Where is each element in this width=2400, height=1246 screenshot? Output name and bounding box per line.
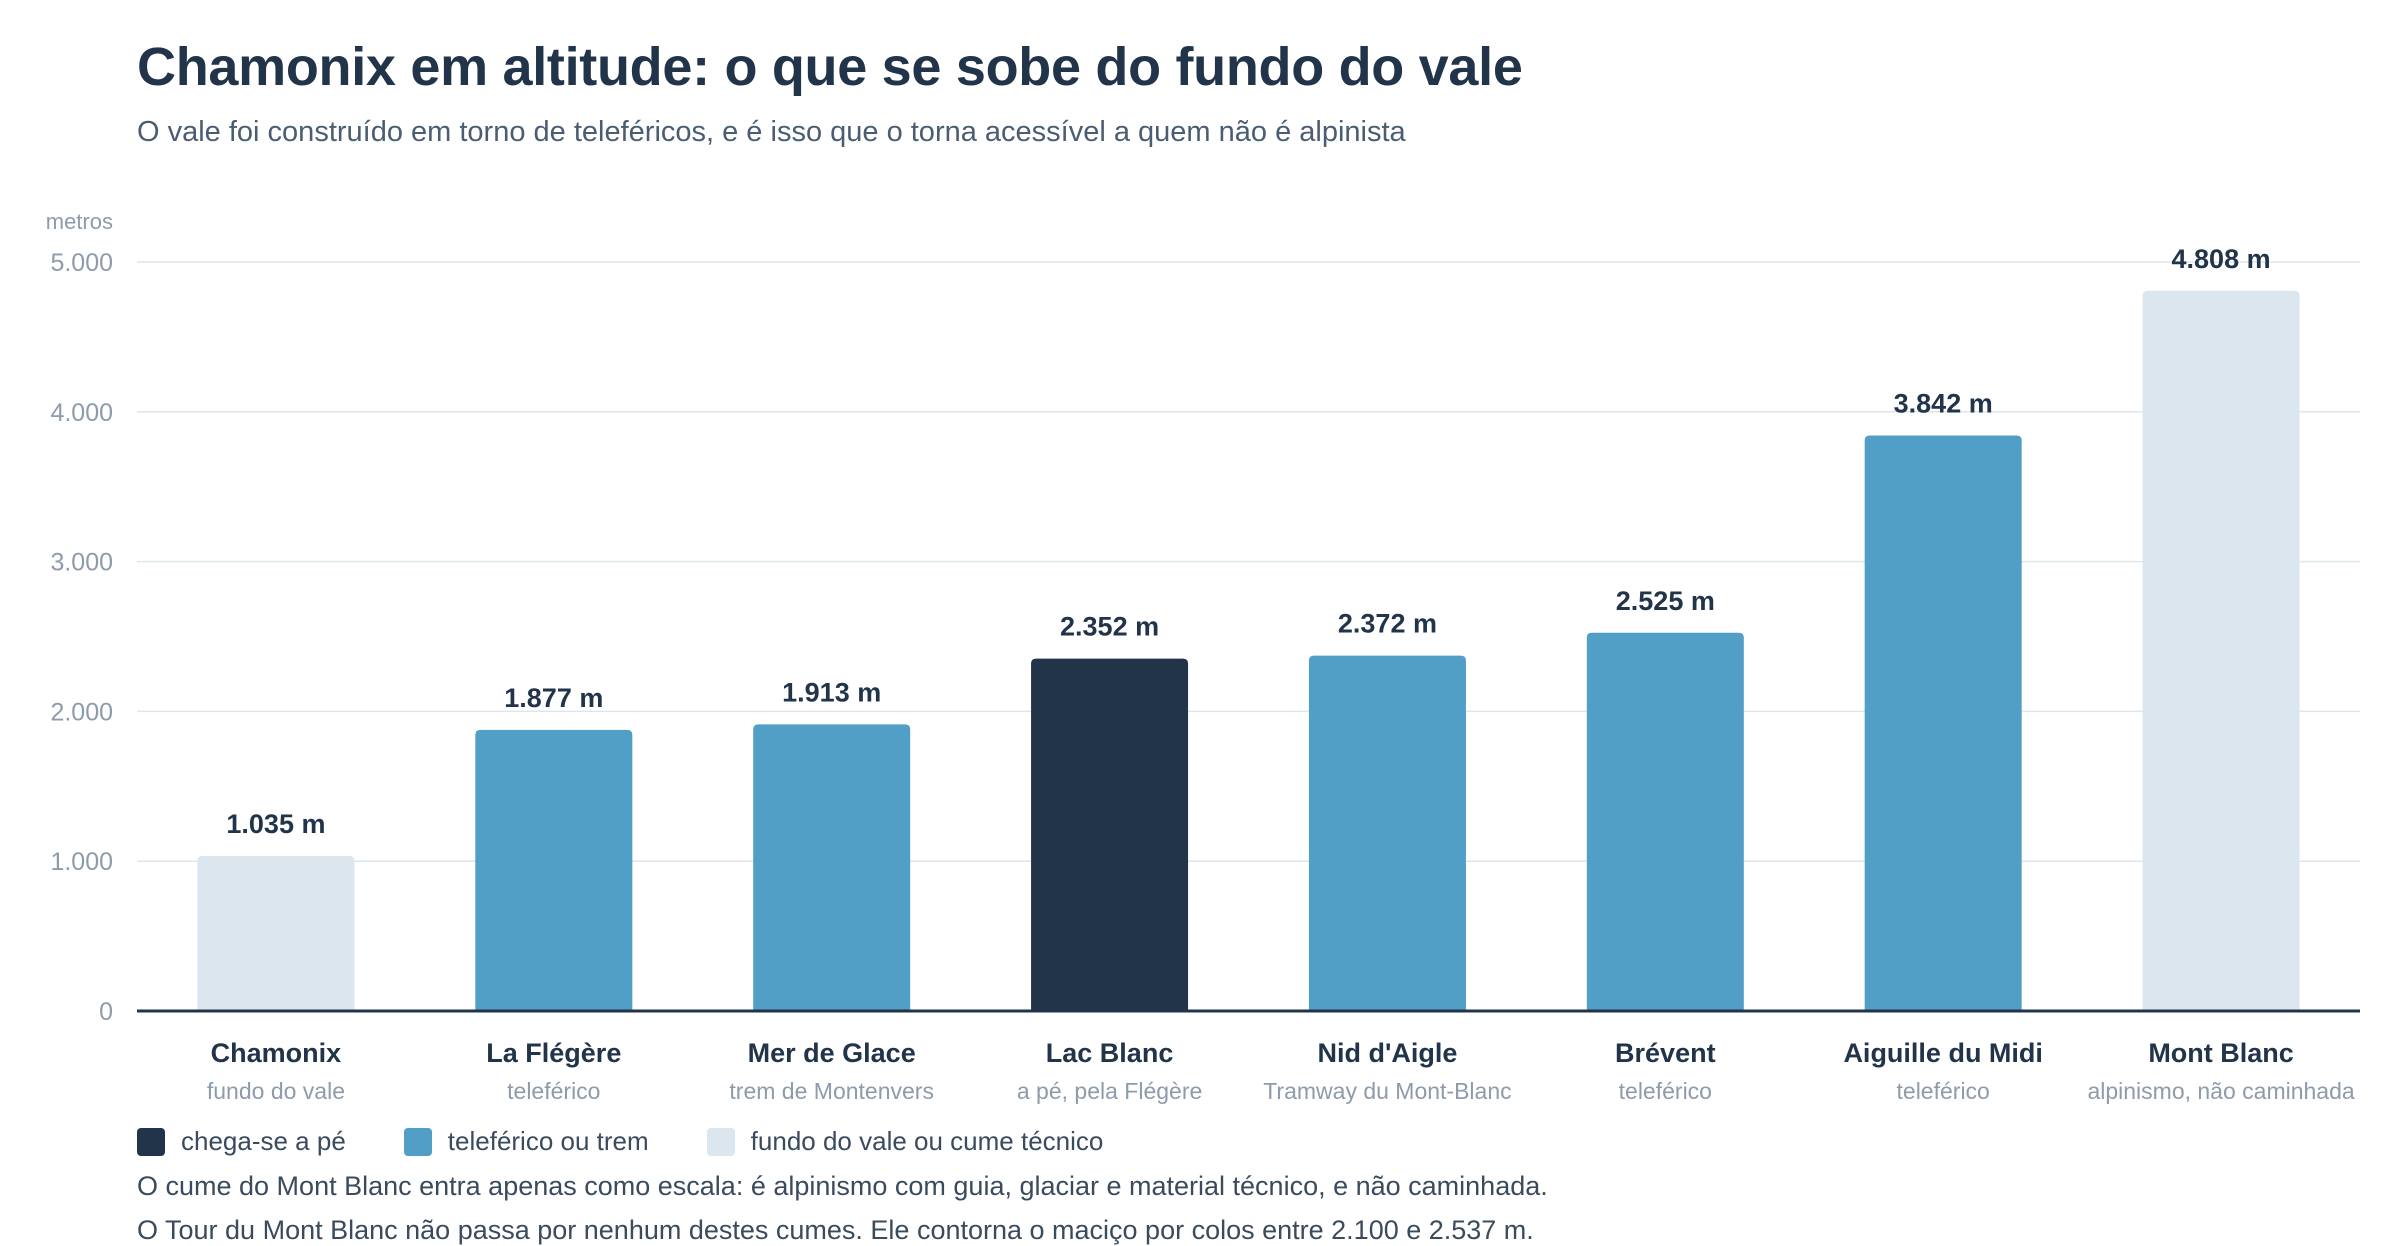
- bar: [1031, 658, 1189, 1011]
- bar-value-label: 3.842 m: [1894, 388, 1993, 418]
- bar: [1586, 632, 1744, 1011]
- bar-value-label: 1.913 m: [782, 677, 881, 707]
- legend-item-walk: chega-se a pé: [137, 1126, 346, 1157]
- x-category-sublabel: trem de Montenvers: [729, 1078, 934, 1104]
- legend-swatch-walk: [137, 1127, 165, 1156]
- legend-swatch-light: [706, 1127, 735, 1156]
- x-category-sublabel: teleférico: [507, 1078, 600, 1104]
- y-tick-label: 0: [99, 998, 113, 1026]
- bar: [475, 729, 633, 1011]
- x-category-sublabel: fundo do vale: [207, 1078, 345, 1104]
- x-category-sublabel: alpinismo, não caminhada: [2087, 1078, 2354, 1104]
- bar-value-label: 2.525 m: [1616, 586, 1715, 616]
- bar: [197, 855, 355, 1011]
- x-category-label: Mont Blanc: [2148, 1038, 2294, 1068]
- legend-item-light: fundo do vale ou cume técnico: [706, 1126, 1104, 1157]
- legend-swatch-lift: [403, 1127, 432, 1156]
- chart-title: Chamonix em altitude: o que se sobe do f…: [137, 37, 1523, 97]
- x-category-sublabel: a pé, pela Flégère: [1017, 1078, 1202, 1104]
- x-category-sublabel: Tramway du Mont-Blanc: [1263, 1078, 1511, 1104]
- y-tick-label: 1.000: [50, 848, 113, 876]
- legend-label-lift: teleférico ou trem: [447, 1126, 649, 1156]
- x-category-label: La Flégère: [486, 1038, 621, 1068]
- x-category-label: Chamonix: [211, 1038, 342, 1068]
- bar-chart: metros 0 1.000 2.000 3.000 4.000 5.000 1.035 m C…: [46, 209, 2360, 1104]
- x-category-label: Mer de Glace: [748, 1038, 916, 1068]
- y-tick-label: 5.000: [50, 249, 113, 277]
- x-category-sublabel: teleférico: [1619, 1078, 1712, 1104]
- chart-subtitle: O vale foi construído em torno de telefé…: [137, 116, 1406, 148]
- bar-value-label: 1.877 m: [504, 683, 603, 713]
- bar: [1864, 435, 2022, 1012]
- x-category-label: Nid d'Aigle: [1317, 1038, 1457, 1068]
- x-category-sublabel: teleférico: [1897, 1078, 1990, 1104]
- bar: [753, 724, 911, 1011]
- bar: [2142, 290, 2300, 1011]
- bar-value-label: 2.352 m: [1060, 612, 1159, 642]
- bar-value-label: 1.035 m: [226, 809, 325, 839]
- footnote-tour-du-mont-blanc: O Tour du Mont Blanc não passa por nenhu…: [137, 1215, 1534, 1245]
- legend: chega-se a pé teleférico ou trem fundo d…: [137, 1126, 1161, 1157]
- y-tick-label: 4.000: [50, 399, 113, 427]
- footnote-mont-blanc: O cume do Mont Blanc entra apenas como e…: [137, 1171, 1548, 1201]
- legend-label-light: fundo do vale ou cume técnico: [750, 1126, 1104, 1156]
- x-category-label: Brévent: [1615, 1038, 1716, 1068]
- x-category-label: Lac Blanc: [1046, 1038, 1174, 1068]
- y-axis-title: metros: [46, 209, 113, 234]
- bar: [1308, 655, 1466, 1011]
- y-tick-label: 2.000: [50, 698, 113, 726]
- bar-value-label: 4.808 m: [2172, 244, 2271, 274]
- x-category-label: Aiguille du Midi: [1843, 1038, 2042, 1068]
- legend-item-lift: teleférico ou trem: [403, 1126, 649, 1157]
- legend-label-walk: chega-se a pé: [181, 1126, 346, 1156]
- bar-value-label: 2.372 m: [1338, 609, 1437, 639]
- y-tick-label: 3.000: [50, 549, 113, 577]
